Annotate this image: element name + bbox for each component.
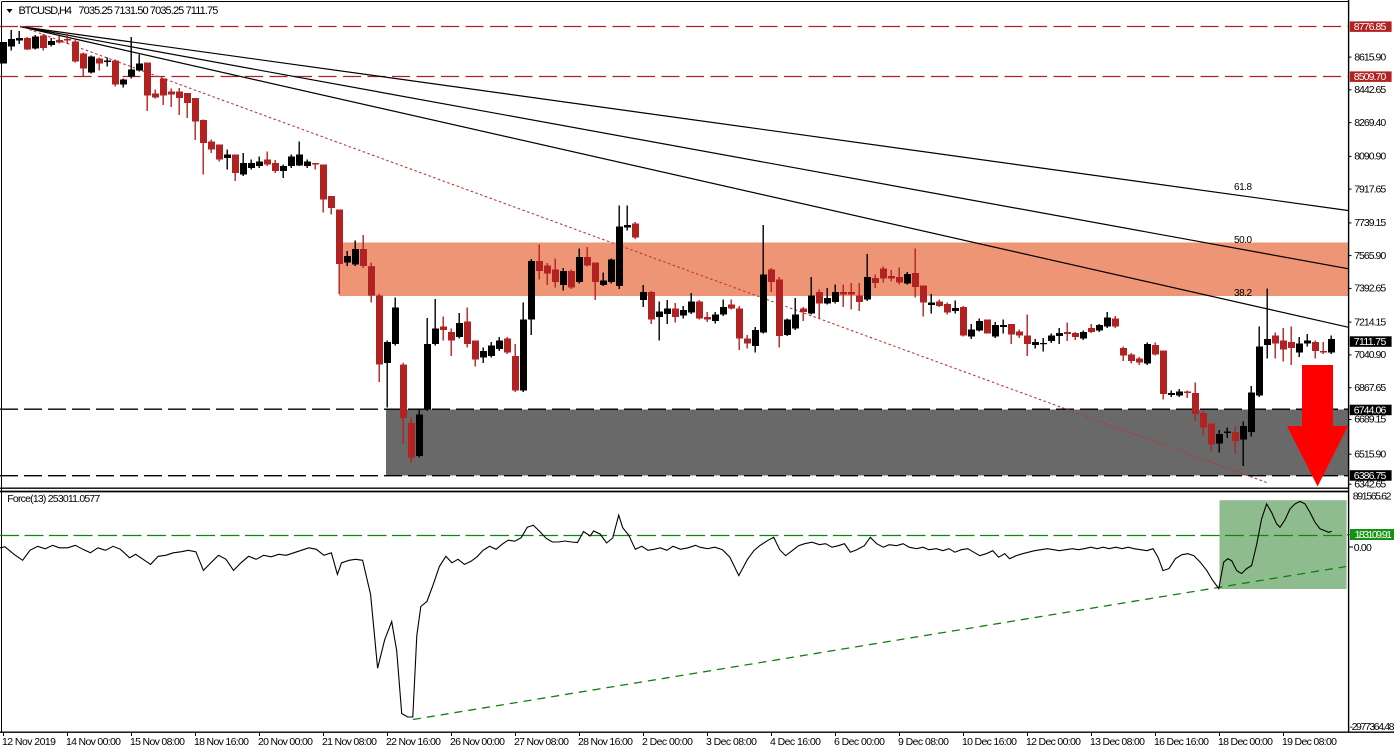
svg-text:BTCUSD,H4: BTCUSD,H4 (19, 5, 73, 17)
svg-text:18 Nov 16:00: 18 Nov 16:00 (194, 736, 249, 748)
svg-text:19 Dec 08:00: 19 Dec 08:00 (1282, 736, 1337, 748)
svg-text:6 Dec 00:00: 6 Dec 00:00 (834, 736, 885, 748)
svg-text:0.00: 0.00 (1354, 542, 1372, 554)
svg-text:2 Dec 00:00: 2 Dec 00:00 (642, 736, 693, 748)
svg-text:8090.90: 8090.90 (1354, 151, 1386, 163)
svg-text:3 Dec 08:00: 3 Dec 08:00 (706, 736, 757, 748)
svg-text:7035.25 7131.50 7035.25 7111.7: 7035.25 7131.50 7035.25 7111.75 (78, 5, 218, 17)
svg-text:16 Dec 16:00: 16 Dec 16:00 (1154, 736, 1209, 748)
svg-text:6744.06: 6744.06 (1354, 404, 1387, 416)
svg-text:9 Dec 08:00: 9 Dec 08:00 (898, 736, 949, 748)
svg-text:6515.90: 6515.90 (1354, 448, 1386, 460)
svg-text:14 Nov 00:00: 14 Nov 00:00 (66, 736, 121, 748)
svg-text:7214.15: 7214.15 (1354, 316, 1386, 328)
svg-text:8442.65: 8442.65 (1354, 84, 1386, 96)
svg-text:12 Nov 2019: 12 Nov 2019 (2, 736, 56, 748)
svg-text:183109.91: 183109.91 (1355, 529, 1393, 541)
svg-text:8776.85: 8776.85 (1354, 21, 1387, 33)
svg-text:-2977364.48: -2977364.48 (1350, 721, 1394, 733)
svg-text:10 Dec 16:00: 10 Dec 16:00 (962, 736, 1017, 748)
svg-text:50.0: 50.0 (1234, 235, 1252, 246)
svg-text:26 Nov 00:00: 26 Nov 00:00 (450, 736, 505, 748)
svg-text:7739.15: 7739.15 (1354, 217, 1386, 229)
svg-text:21 Nov 08:00: 21 Nov 08:00 (322, 736, 377, 748)
svg-text:18 Dec 00:00: 18 Dec 00:00 (1218, 736, 1273, 748)
svg-text:7565.90: 7565.90 (1354, 250, 1386, 262)
svg-text:4 Dec 16:00: 4 Dec 16:00 (770, 736, 821, 748)
svg-text:8615.90: 8615.90 (1354, 51, 1386, 63)
svg-text:7040.90: 7040.90 (1354, 349, 1386, 361)
svg-text:28 Nov 16:00: 28 Nov 16:00 (578, 736, 633, 748)
svg-text:38.2: 38.2 (1234, 288, 1252, 299)
svg-text:7917.65: 7917.65 (1354, 183, 1386, 195)
svg-text:891565.62: 891565.62 (1353, 491, 1392, 503)
svg-text:6867.65: 6867.65 (1354, 382, 1386, 394)
svg-text:20 Nov 00:00: 20 Nov 00:00 (258, 736, 313, 748)
svg-text:6689.15: 6689.15 (1354, 414, 1386, 426)
svg-text:7111.75: 7111.75 (1354, 336, 1387, 348)
svg-text:Force(13) 253011.0577: Force(13) 253011.0577 (7, 493, 100, 505)
svg-text:8509.70: 8509.70 (1354, 71, 1387, 83)
svg-text:61.8: 61.8 (1234, 182, 1252, 193)
svg-text:12 Dec 00:00: 12 Dec 00:00 (1026, 736, 1081, 748)
svg-text:27 Nov 08:00: 27 Nov 08:00 (514, 736, 569, 748)
svg-text:8269.40: 8269.40 (1354, 117, 1386, 129)
svg-text:6386.75: 6386.75 (1354, 470, 1387, 482)
svg-text:15 Nov 08:00: 15 Nov 08:00 (130, 736, 185, 748)
svg-text:22 Nov 16:00: 22 Nov 16:00 (386, 736, 441, 748)
svg-text:6342.65: 6342.65 (1354, 478, 1386, 490)
svg-text:13 Dec 08:00: 13 Dec 08:00 (1090, 736, 1145, 748)
svg-text:7392.65: 7392.65 (1354, 283, 1386, 295)
